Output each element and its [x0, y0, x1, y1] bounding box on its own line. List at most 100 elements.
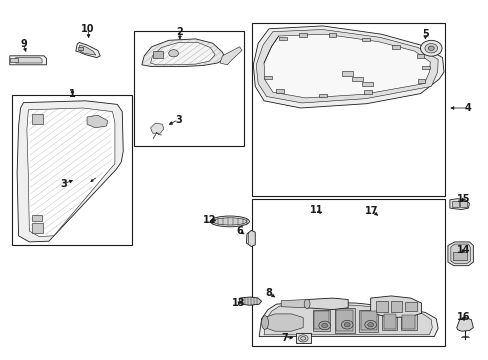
Text: 10: 10	[81, 24, 95, 34]
Bar	[295, 333, 310, 343]
Circle shape	[367, 323, 373, 327]
Text: 11: 11	[309, 204, 323, 215]
Bar	[32, 114, 42, 124]
Polygon shape	[264, 34, 429, 98]
Polygon shape	[281, 300, 307, 308]
Polygon shape	[259, 302, 437, 337]
Polygon shape	[360, 311, 376, 330]
Bar	[342, 71, 352, 76]
Bar	[375, 301, 387, 312]
Polygon shape	[10, 56, 46, 65]
Text: 8: 8	[265, 288, 272, 298]
Circle shape	[298, 335, 307, 342]
Circle shape	[318, 321, 330, 330]
Bar	[318, 94, 326, 97]
Circle shape	[341, 320, 352, 329]
Bar	[416, 54, 424, 58]
Ellipse shape	[261, 316, 268, 329]
Text: 3: 3	[175, 114, 182, 125]
Polygon shape	[150, 42, 215, 65]
Circle shape	[427, 46, 433, 50]
Polygon shape	[79, 45, 96, 55]
Bar	[391, 45, 399, 49]
Polygon shape	[370, 296, 421, 318]
Polygon shape	[312, 310, 329, 331]
Circle shape	[321, 323, 327, 328]
Polygon shape	[256, 30, 437, 103]
Text: 1: 1	[69, 89, 76, 99]
Circle shape	[344, 323, 349, 327]
Text: 4: 4	[464, 103, 471, 113]
Polygon shape	[16, 58, 42, 63]
Text: 3: 3	[60, 179, 67, 189]
Circle shape	[424, 44, 437, 53]
Bar	[275, 89, 283, 93]
Bar	[451, 201, 458, 207]
Text: 14: 14	[456, 245, 469, 255]
Circle shape	[364, 320, 376, 329]
Circle shape	[168, 50, 178, 57]
Bar	[32, 223, 42, 233]
Bar	[404, 302, 416, 311]
Polygon shape	[264, 314, 303, 331]
Text: 17: 17	[364, 206, 378, 216]
Text: 16: 16	[456, 312, 469, 322]
Polygon shape	[450, 244, 469, 264]
Circle shape	[420, 40, 441, 56]
Bar	[417, 79, 425, 83]
Ellipse shape	[212, 218, 246, 225]
Bar	[12, 95, 132, 245]
Text: 6: 6	[236, 226, 243, 236]
Polygon shape	[359, 310, 377, 332]
Bar	[251, 199, 444, 346]
Polygon shape	[383, 314, 395, 329]
Polygon shape	[220, 47, 242, 65]
Bar	[422, 66, 429, 69]
Ellipse shape	[210, 216, 249, 227]
Bar	[351, 77, 362, 81]
Text: 9: 9	[20, 39, 27, 49]
Bar	[361, 38, 369, 41]
Text: 13: 13	[231, 298, 245, 308]
Bar	[363, 90, 371, 94]
Polygon shape	[246, 230, 255, 247]
Polygon shape	[336, 310, 352, 331]
Polygon shape	[264, 304, 431, 335]
Bar	[278, 37, 286, 40]
Polygon shape	[239, 297, 261, 305]
Text: 7: 7	[281, 333, 287, 343]
Bar	[251, 23, 444, 196]
Bar	[264, 76, 271, 79]
Bar	[299, 33, 306, 37]
Polygon shape	[306, 298, 347, 310]
Polygon shape	[314, 311, 328, 329]
Text: 12: 12	[202, 215, 216, 225]
Polygon shape	[76, 42, 100, 58]
Text: 5: 5	[421, 29, 428, 39]
Polygon shape	[142, 39, 224, 67]
Text: 15: 15	[456, 194, 469, 204]
Polygon shape	[447, 242, 472, 266]
Text: 2: 2	[176, 27, 183, 37]
Polygon shape	[400, 313, 416, 330]
Polygon shape	[253, 26, 443, 108]
Polygon shape	[17, 101, 123, 242]
Bar	[134, 31, 244, 146]
Bar	[390, 301, 401, 312]
Polygon shape	[87, 115, 107, 128]
Bar	[459, 201, 466, 207]
Polygon shape	[334, 308, 354, 333]
Polygon shape	[150, 123, 163, 133]
Bar	[10, 58, 18, 62]
Polygon shape	[402, 315, 414, 329]
Polygon shape	[382, 312, 396, 330]
Bar	[32, 215, 41, 221]
Bar	[78, 47, 83, 50]
Bar	[452, 252, 467, 260]
Polygon shape	[456, 318, 472, 331]
Polygon shape	[27, 108, 115, 237]
Bar	[328, 33, 336, 37]
Bar	[152, 51, 163, 58]
Polygon shape	[449, 199, 468, 210]
Bar	[361, 82, 372, 86]
